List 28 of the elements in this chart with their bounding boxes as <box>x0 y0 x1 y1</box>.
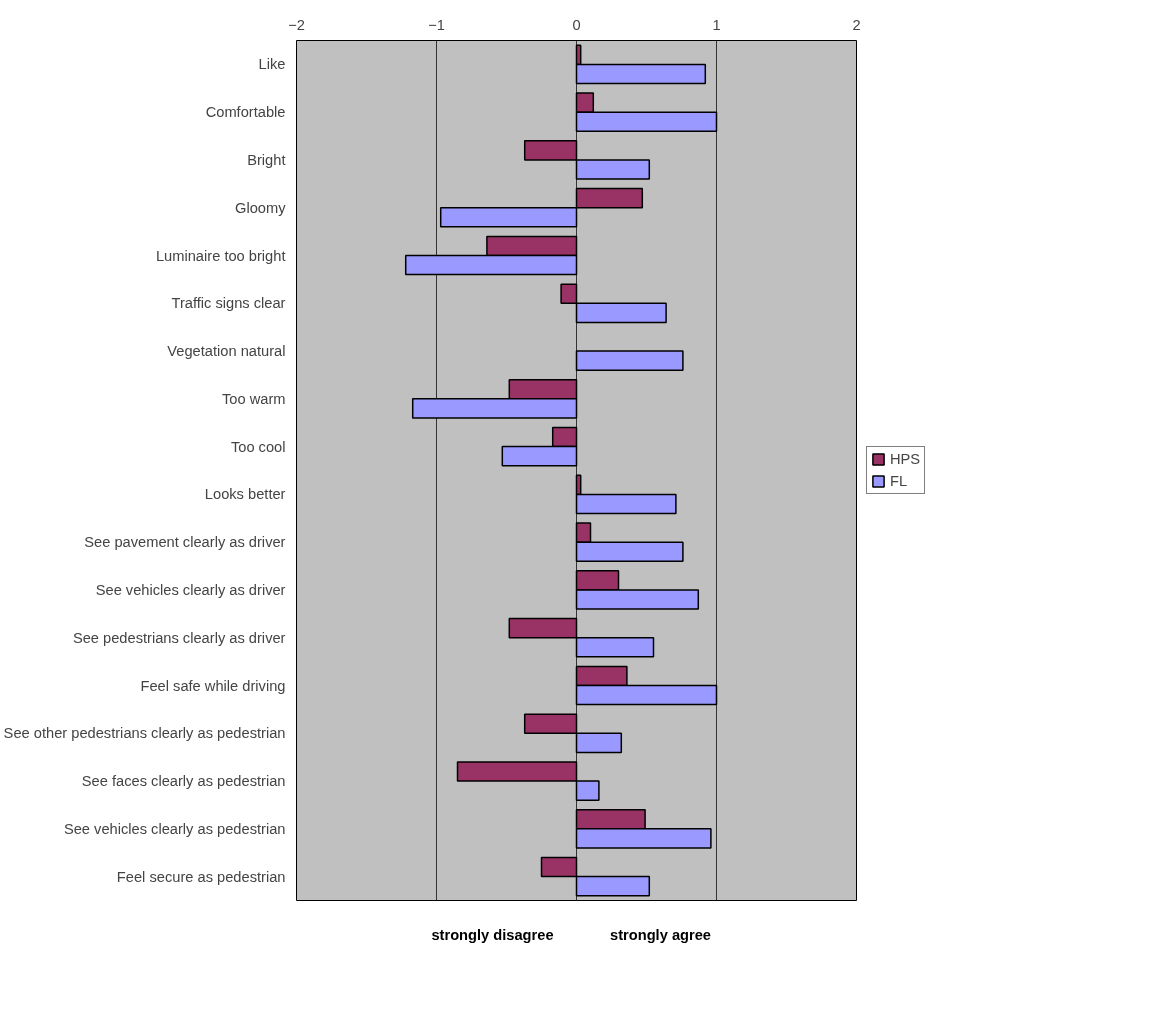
bar <box>575 350 684 371</box>
y-tick-label: Looks better <box>204 486 286 503</box>
legend-label: FL <box>890 473 909 489</box>
y-tick-label: Too warm <box>221 390 286 407</box>
y-tick-label: Vegetation natural <box>167 343 286 360</box>
y-tick-label: See vehicles clearly as driver <box>95 581 286 598</box>
y-tick-label: Traffic signs clear <box>171 295 286 312</box>
y-tick-label: Gloomy <box>235 199 287 216</box>
y-tick-label: Feel secure as pedestrian <box>116 868 286 885</box>
text: strongly disagree <box>431 926 554 943</box>
y-tick-label: Luminaire too bright <box>155 247 286 264</box>
y-tick-label: See pavement clearly as driver <box>84 534 286 551</box>
y-tick-label: See vehicles clearly as pedestrian <box>63 820 286 837</box>
y-tick-label: Too cool <box>230 438 286 455</box>
y-tick-label: Like <box>258 56 286 73</box>
x-tick-label: −2 <box>288 16 305 33</box>
x-tick-label: 1 <box>712 16 721 33</box>
y-tick-label: See faces clearly as pedestrian <box>81 773 286 790</box>
y-tick-label: Feel safe while driving <box>140 677 286 694</box>
x-tick-label: −1 <box>428 16 445 33</box>
text: strongly agree <box>610 926 711 943</box>
x-tick-label: 2 <box>852 16 861 33</box>
x-tick-label: 0 <box>572 16 581 33</box>
legend-label: HPS <box>890 451 921 467</box>
y-tick-label: See other pedestrians clearly as pedestrian <box>3 725 286 742</box>
y-tick-label: See pedestrians clearly as driver <box>72 629 286 646</box>
y-tick-label: Comfortable <box>205 104 286 121</box>
y-tick-label: Bright <box>247 151 286 168</box>
